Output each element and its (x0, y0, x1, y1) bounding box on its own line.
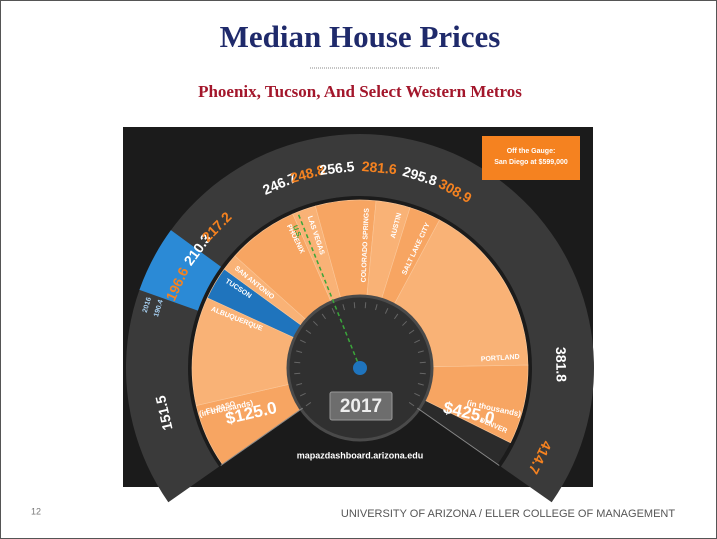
value-label: 281.6 (361, 158, 398, 177)
dial-tick (354, 302, 355, 308)
note-text: Off the Gauge: (507, 148, 556, 155)
dial-tick (294, 373, 300, 374)
title: Median House Prices (220, 19, 501, 54)
dial-tick (420, 362, 426, 363)
dial-tick (365, 302, 366, 308)
dial-tick (420, 373, 426, 374)
value-label: 381.8 (553, 347, 570, 383)
needle-hub (353, 361, 367, 375)
page: Median House Prices Phoenix, Tucson, And… (0, 0, 717, 539)
dial-tick (294, 362, 300, 363)
subtitle: Phoenix, Tucson, And Select Western Metr… (198, 82, 522, 101)
note-text: San Diego at $599,000 (494, 159, 568, 166)
source: mapazdashboard.arizona.edu (297, 450, 424, 460)
slide-number: 12 (31, 506, 41, 516)
slide: Median House Prices Phoenix, Tucson, And… (0, 0, 717, 539)
footer: UNIVERSITY OF ARIZONA / ELLER COLLEGE OF… (341, 508, 675, 520)
year: 2017 (340, 396, 382, 417)
